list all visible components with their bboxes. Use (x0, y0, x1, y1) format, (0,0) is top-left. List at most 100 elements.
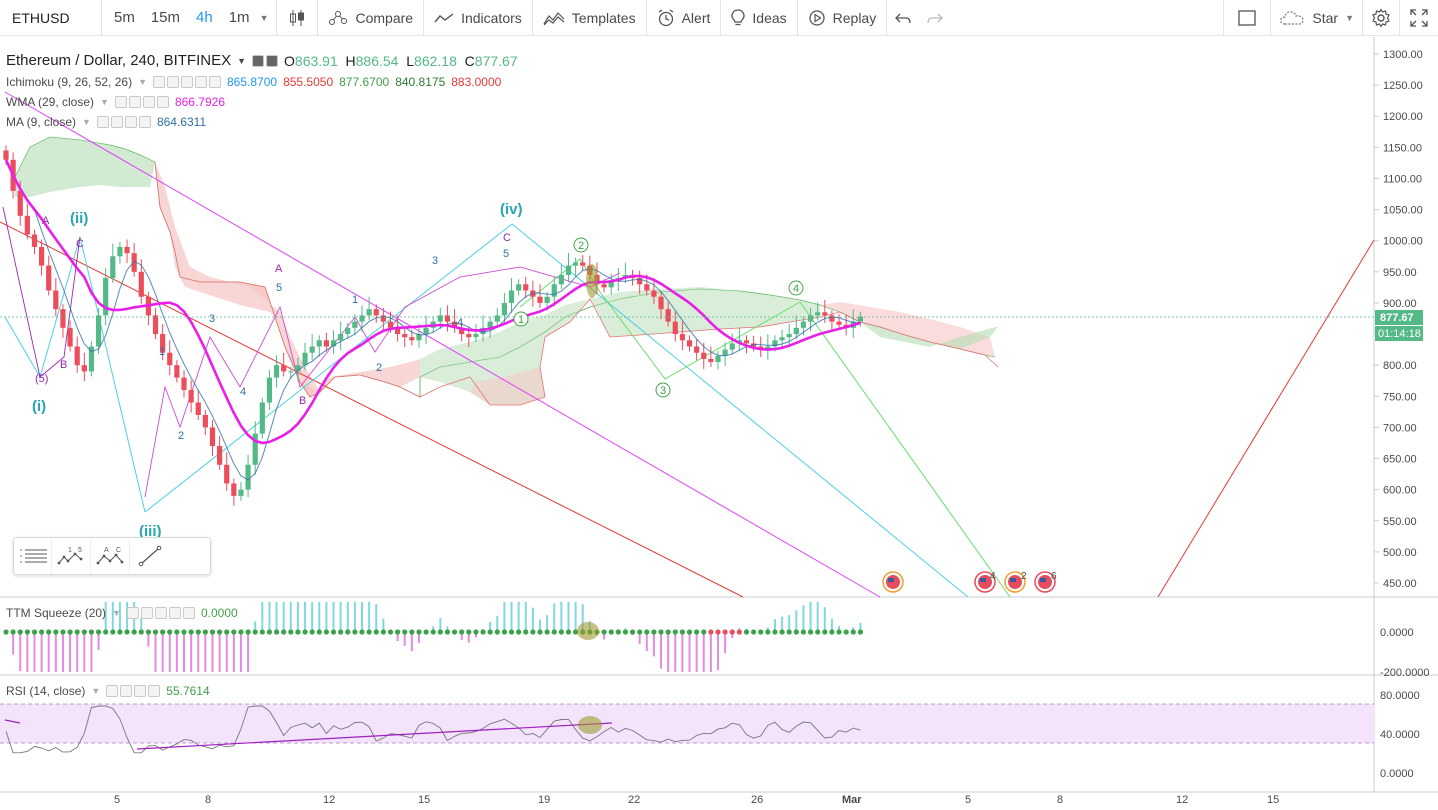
candle-body (252, 433, 258, 465)
title-dropdown-icon[interactable]: ▼ (237, 55, 247, 66)
symbol-title[interactable]: Ethereum / Dollar, 240, BITFINEX (6, 52, 232, 69)
ttm-dot (487, 629, 493, 635)
rsi-axis-40: 40.0000 (1380, 729, 1420, 741)
ttm-dot (209, 629, 216, 635)
candle-body (103, 278, 109, 316)
ichimoku-label[interactable]: Ichimoku (9, 26, 52, 26) (6, 75, 133, 89)
candle-body (3, 150, 9, 160)
star-button[interactable]: Star ▼ (1271, 0, 1362, 36)
drawing-lines-button[interactable] (14, 538, 52, 574)
ttm-dot (722, 629, 728, 635)
wave-label-A: A (42, 215, 50, 227)
candle-body (309, 346, 315, 353)
event-badges[interactable]: 4 2 6 (882, 571, 1057, 593)
candle-body (110, 256, 116, 279)
ttm-dot (3, 629, 9, 635)
ttm-dot (743, 629, 750, 635)
ttm-dot (39, 629, 45, 635)
fullscreen-rect-button[interactable] (1224, 0, 1270, 36)
price-tick-label: 1100.00 (1383, 173, 1422, 185)
undo-button[interactable] (887, 0, 919, 36)
candle-body (836, 321, 842, 325)
ttm-dot (67, 629, 73, 635)
wave-label-5a: 5 (276, 282, 282, 294)
ma-legend: MA (9, close) ▼ 864.6311 (6, 115, 207, 129)
candle-body (167, 352, 173, 366)
candle-body (694, 346, 700, 353)
symbol-search[interactable]: ETHUSD (0, 0, 102, 36)
ttm-dot (466, 629, 472, 635)
ttm-dot (81, 629, 87, 635)
ttm-dot (494, 629, 500, 635)
candle-body (665, 309, 671, 322)
svg-text:5: 5 (78, 547, 82, 554)
ttm-dot (836, 629, 842, 635)
ttm-dot (501, 629, 507, 635)
ttm-dot (160, 629, 166, 635)
chart-canvas[interactable]: (i) (ii) (iii) (iv) (5) A B C A B C 1 2 … (0, 37, 1438, 810)
svg-text:1: 1 (518, 314, 524, 326)
indicators-button[interactable]: Indicators (424, 0, 532, 36)
ttm-dot (188, 629, 194, 635)
alert-button[interactable]: Alert (647, 0, 721, 36)
interval-15m[interactable]: 15m (150, 8, 181, 26)
ttm-dot (110, 629, 116, 635)
wma-buttons[interactable] (114, 96, 169, 108)
replay-button[interactable]: Replay (798, 0, 887, 36)
ttm-dot (167, 629, 173, 635)
candle-body (338, 334, 344, 341)
candle-body (459, 327, 465, 335)
ttm-dot (815, 629, 821, 635)
trend-line-button[interactable] (130, 538, 169, 574)
price-axis[interactable]: 1300.00 1250.00 1200.00 1150.00 1100.00 1050.… (1374, 49, 1423, 590)
interval-4h[interactable]: 4h (196, 8, 213, 26)
ttm-dot (145, 629, 151, 635)
candle-body (67, 327, 73, 347)
interval-5m[interactable]: 5m (114, 8, 135, 26)
candle-body (31, 234, 38, 247)
star-dropdown-icon: ▼ (1345, 13, 1354, 23)
time-tick-label: 12 (1176, 794, 1188, 806)
interval-1m[interactable]: 1m (228, 8, 250, 26)
ma-label[interactable]: MA (9, close) (6, 115, 77, 129)
redo-button[interactable] (919, 0, 951, 36)
ttm-buttons[interactable] (126, 607, 195, 619)
chart-style-button[interactable] (277, 0, 317, 36)
circled-wave-4: 4 (788, 280, 804, 296)
ttm-label[interactable]: TTM Squeeze (20) (6, 606, 107, 620)
rsi-buttons[interactable] (106, 685, 161, 697)
ideas-button[interactable]: Ideas (721, 0, 796, 36)
time-axis[interactable]: 5 8 12 15 19 22 26 Mar 5 8 12 15 (114, 794, 1279, 806)
ttm-dot (252, 629, 258, 635)
ttm-dot (508, 629, 515, 635)
legend-buttons[interactable] (252, 54, 279, 67)
lightbulb-icon (731, 8, 746, 25)
interval-dropdown-icon[interactable]: ▼ (259, 12, 269, 23)
rsi-label[interactable]: RSI (14, close) (6, 684, 86, 698)
ttm-dot (416, 629, 422, 635)
ttm-dot (615, 629, 621, 635)
candle-body (444, 315, 451, 322)
wma-label[interactable]: WMA (29, close) (6, 95, 95, 109)
rsi-band (0, 704, 1374, 743)
templates-button[interactable]: Templates (533, 0, 646, 36)
ttm-dot (694, 629, 700, 635)
ttm-dot (822, 629, 828, 635)
ichimoku-buttons[interactable] (153, 76, 221, 88)
price-tick-label: 700.00 (1383, 422, 1417, 434)
svg-text:3: 3 (660, 385, 666, 397)
candle-body (601, 284, 607, 288)
indicators-label: Indicators (461, 9, 522, 26)
compare-button[interactable]: Compare (318, 0, 423, 36)
candle-body (743, 340, 750, 344)
expand-button[interactable] (1400, 0, 1438, 36)
candle-body (494, 315, 500, 322)
ma-buttons[interactable] (96, 116, 151, 128)
ttm-dot (793, 629, 799, 635)
ttm-dot (544, 629, 550, 635)
price-tick-label: 750.00 (1383, 391, 1417, 403)
settings-button[interactable] (1363, 0, 1399, 36)
